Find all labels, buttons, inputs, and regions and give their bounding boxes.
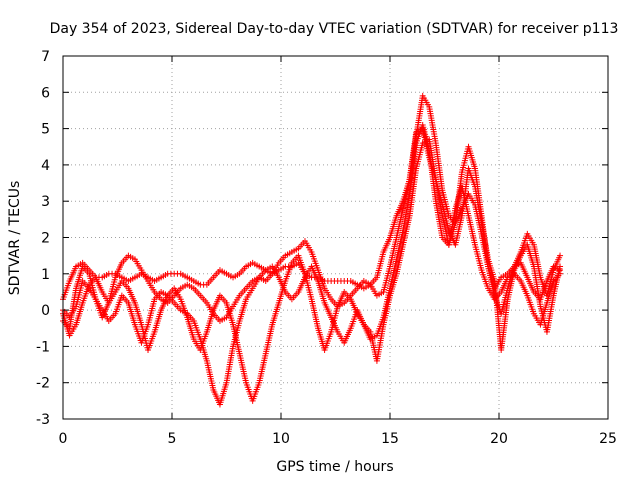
y-tick-label: -1	[36, 339, 50, 355]
y-tick-label: 7	[41, 49, 50, 65]
grid-layer	[63, 56, 608, 419]
y-tick-label: 4	[41, 158, 50, 174]
y-tick-label: -3	[36, 412, 50, 428]
ticks-layer: 0 5 10 15 20 25 -3 -2 -1 0 1 2 3 4 5 6 7	[36, 49, 617, 447]
y-tick-label: -2	[36, 376, 50, 392]
x-tick-label: 5	[168, 431, 177, 447]
data-point	[557, 252, 564, 259]
y-tick-label: 1	[41, 267, 50, 283]
x-tick-label: 25	[599, 431, 617, 447]
x-tick-label: 10	[272, 431, 290, 447]
y-tick-label: 6	[41, 85, 50, 101]
chart-title: Day 354 of 2023, Sidereal Day-to-day VTE…	[50, 21, 619, 37]
y-tick-label: 0	[41, 303, 50, 319]
x-tick-label: 0	[59, 431, 68, 447]
series-track-4	[60, 136, 564, 404]
y-tick-label: 3	[41, 194, 50, 210]
x-tick-label: 20	[490, 431, 508, 447]
data-points-layer	[60, 92, 564, 408]
y-tick-label: 2	[41, 231, 50, 247]
x-axis-label: GPS time / hours	[276, 459, 393, 475]
y-axis-label: SDTVAR / TECUs	[7, 181, 23, 296]
data-point	[557, 263, 564, 270]
series-track-3	[60, 121, 564, 408]
y-tick-label: 5	[41, 122, 50, 138]
x-tick-label: 15	[381, 431, 399, 447]
